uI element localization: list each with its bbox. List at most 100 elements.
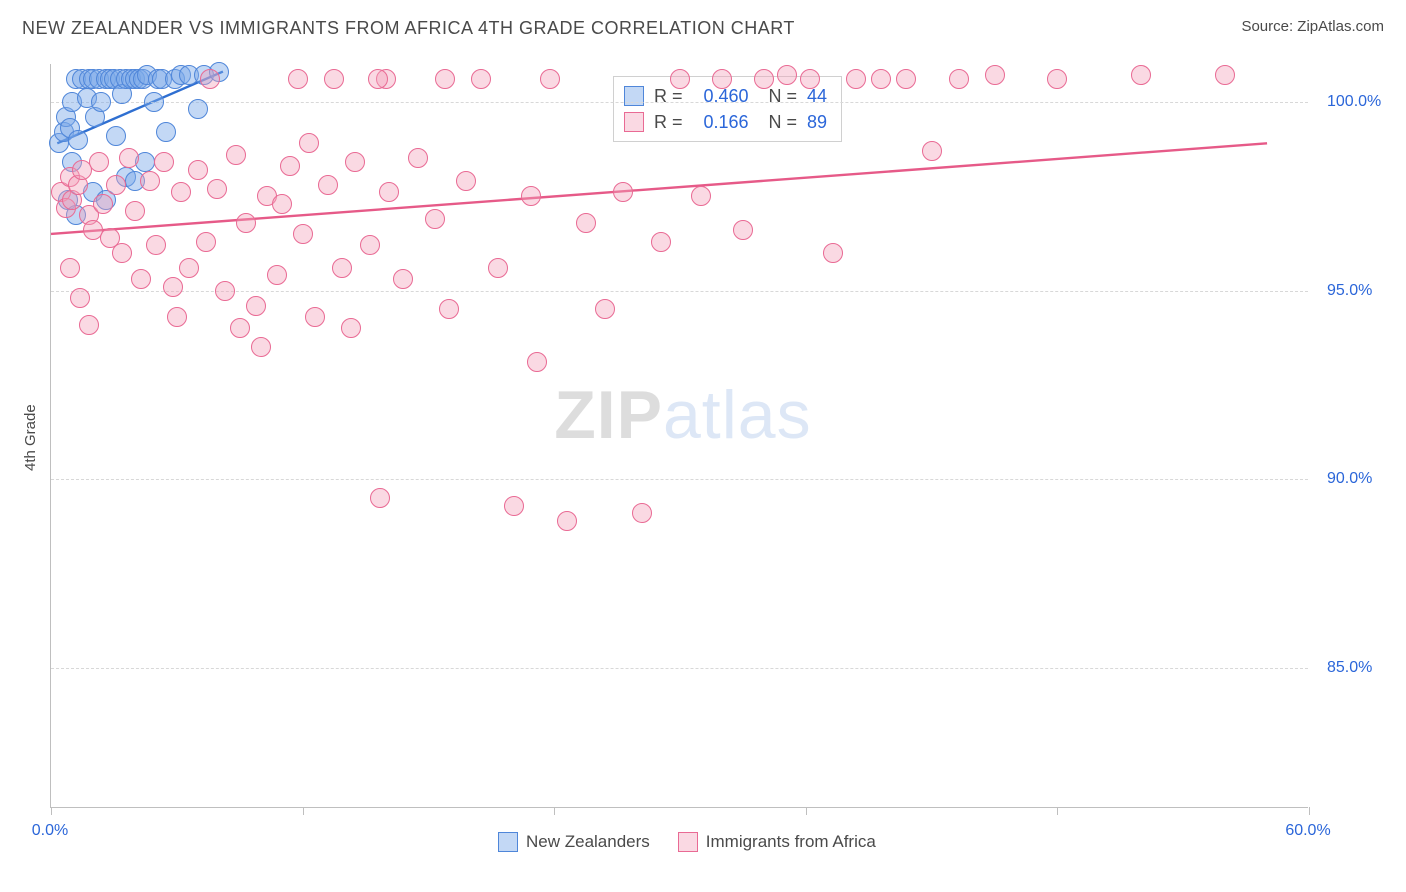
stats-row-af: R = 0.166 N = 89	[624, 109, 827, 135]
scatter-point-af	[251, 337, 271, 357]
scatter-point-af	[712, 69, 732, 89]
scatter-point-af	[896, 69, 916, 89]
scatter-point-af	[949, 69, 969, 89]
scatter-point-af	[226, 145, 246, 165]
scatter-point-af	[318, 175, 338, 195]
swatch-icon	[624, 112, 644, 132]
x-tick-label: 60.0%	[1285, 822, 1330, 840]
scatter-point-af	[1215, 65, 1235, 85]
scatter-point-af	[305, 307, 325, 327]
scatter-point-nz	[156, 122, 176, 142]
scatter-point-af	[379, 182, 399, 202]
scatter-point-af	[370, 488, 390, 508]
scatter-point-af	[207, 179, 227, 199]
scatter-point-af	[332, 258, 352, 278]
scatter-point-nz	[91, 92, 111, 112]
stat-n-label: N =	[769, 83, 798, 109]
y-axis-label: 4th Grade	[22, 404, 39, 471]
scatter-point-af	[651, 232, 671, 252]
scatter-point-af	[171, 182, 191, 202]
gridline	[51, 479, 1308, 480]
gridline	[51, 668, 1308, 669]
scatter-point-af	[163, 277, 183, 297]
scatter-point-af	[540, 69, 560, 89]
scatter-point-nz	[68, 130, 88, 150]
scatter-point-af	[368, 69, 388, 89]
plot-area: ZIPatlas R =0.460N =44R =0.166N =89 85.0…	[50, 64, 1308, 808]
x-tick-label: 0.0%	[32, 822, 68, 840]
stat-n-label: N =	[769, 109, 798, 135]
scatter-point-af	[823, 243, 843, 263]
scatter-point-af	[272, 194, 292, 214]
scatter-point-af	[106, 175, 126, 195]
scatter-point-af	[527, 352, 547, 372]
scatter-point-af	[293, 224, 313, 244]
legend-label: New Zealanders	[526, 832, 650, 852]
scatter-point-af	[89, 152, 109, 172]
scatter-point-af	[200, 69, 220, 89]
scatter-point-af	[595, 299, 615, 319]
scatter-point-af	[754, 69, 774, 89]
scatter-point-af	[246, 296, 266, 316]
scatter-point-af	[154, 152, 174, 172]
scatter-point-nz	[135, 152, 155, 172]
scatter-point-af	[393, 269, 413, 289]
scatter-point-af	[632, 503, 652, 523]
scatter-point-af	[777, 65, 797, 85]
y-tick-label: 100.0%	[1327, 93, 1381, 111]
swatch-icon	[498, 832, 518, 852]
scatter-point-af	[125, 201, 145, 221]
scatter-point-af	[324, 69, 344, 89]
scatter-point-af	[196, 232, 216, 252]
scatter-point-af	[670, 69, 690, 89]
scatter-point-af	[922, 141, 942, 161]
scatter-point-af	[93, 194, 113, 214]
scatter-point-af	[613, 182, 633, 202]
scatter-point-af	[299, 133, 319, 153]
scatter-point-af	[70, 288, 90, 308]
scatter-point-af	[131, 269, 151, 289]
scatter-point-af	[215, 281, 235, 301]
x-tick	[303, 807, 304, 815]
scatter-point-af	[112, 243, 132, 263]
scatter-point-af	[146, 235, 166, 255]
scatter-point-af	[1047, 69, 1067, 89]
scatter-point-af	[471, 69, 491, 89]
scatter-point-af	[488, 258, 508, 278]
stat-r-value: 0.166	[693, 109, 749, 135]
scatter-point-af	[691, 186, 711, 206]
scatter-point-af	[179, 258, 199, 278]
scatter-point-af	[79, 315, 99, 335]
scatter-point-af	[871, 69, 891, 89]
scatter-point-af	[408, 148, 428, 168]
scatter-point-af	[435, 69, 455, 89]
scatter-point-af	[557, 511, 577, 531]
scatter-point-nz	[106, 126, 126, 146]
scatter-point-nz	[188, 99, 208, 119]
bottom-legend: New ZealandersImmigrants from Africa	[498, 832, 876, 852]
x-tick	[1309, 807, 1310, 815]
trend-lines	[51, 64, 1309, 808]
x-tick	[1057, 807, 1058, 815]
scatter-point-af	[521, 186, 541, 206]
watermark: ZIPatlas	[554, 376, 811, 454]
x-tick	[51, 807, 52, 815]
legend-item-nz: New Zealanders	[498, 832, 650, 852]
scatter-point-af	[60, 258, 80, 278]
stat-n-value: 89	[807, 109, 827, 135]
scatter-point-af	[439, 299, 459, 319]
y-tick-label: 95.0%	[1327, 282, 1372, 300]
scatter-point-nz	[144, 92, 164, 112]
chart-title: NEW ZEALANDER VS IMMIGRANTS FROM AFRICA …	[22, 18, 795, 39]
scatter-point-af	[119, 148, 139, 168]
chart-container: 4th Grade ZIPatlas R =0.460N =44R =0.166…	[0, 50, 1406, 892]
scatter-point-af	[733, 220, 753, 240]
header: NEW ZEALANDER VS IMMIGRANTS FROM AFRICA …	[0, 0, 1406, 45]
scatter-point-af	[280, 156, 300, 176]
x-tick	[806, 807, 807, 815]
stat-r-label: R =	[654, 109, 683, 135]
y-tick-label: 90.0%	[1327, 470, 1372, 488]
gridline	[51, 102, 1308, 103]
scatter-point-af	[288, 69, 308, 89]
scatter-point-af	[576, 213, 596, 233]
